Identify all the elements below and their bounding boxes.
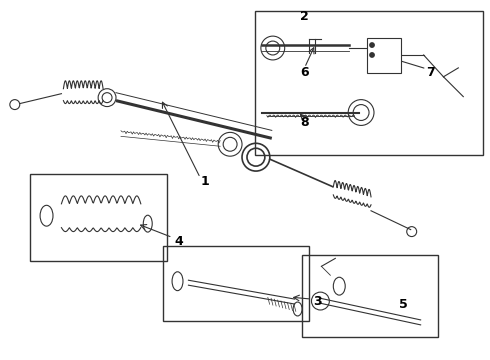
Text: 1: 1 <box>201 175 210 189</box>
Text: 7: 7 <box>426 66 435 79</box>
Text: 8: 8 <box>300 116 309 129</box>
Bar <box>163 247 310 321</box>
Circle shape <box>370 43 374 47</box>
Bar <box>30 174 167 261</box>
Text: 4: 4 <box>174 235 183 248</box>
Text: 2: 2 <box>300 10 309 23</box>
Circle shape <box>370 53 374 57</box>
Text: 5: 5 <box>399 297 408 311</box>
Bar <box>301 255 439 337</box>
Text: 6: 6 <box>300 66 309 79</box>
Bar <box>255 11 483 155</box>
Bar <box>367 38 401 73</box>
Text: 3: 3 <box>313 294 322 307</box>
